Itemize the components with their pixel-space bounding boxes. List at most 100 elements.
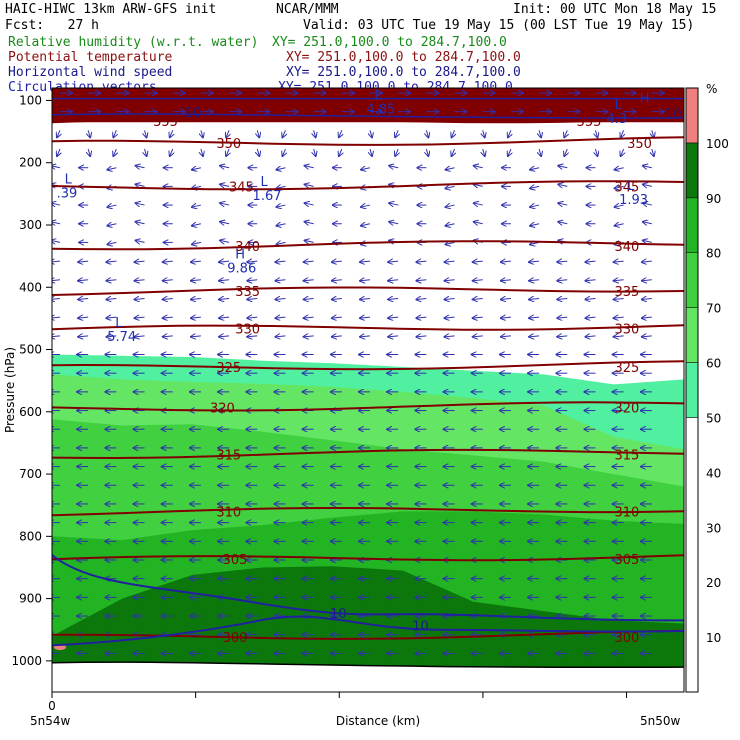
legend-wind-xy: XY= 251.0,100.0 to 284.7,100.0 [286, 65, 521, 80]
y-tick-label: 1000 [11, 654, 42, 668]
circulation-vector [539, 148, 541, 156]
circulation-vector [57, 130, 60, 137]
circulation-vector [642, 280, 652, 281]
colorbar-band [685, 307, 699, 363]
circulation-vector [529, 261, 540, 262]
theta-label-300: 300 [614, 631, 639, 646]
colorbar-tick-label: 40 [706, 466, 721, 480]
circulation-vector [163, 261, 173, 262]
colorbar-tick-label: 20 [706, 576, 721, 590]
extremum-value: 4.3 [606, 112, 627, 127]
circulation-vector [275, 298, 286, 299]
circulation-vector [529, 298, 540, 299]
circulation-vector [416, 280, 427, 281]
circulation-vector [614, 336, 624, 337]
circulation-vector [106, 280, 117, 281]
theta-line-325 [52, 360, 684, 371]
theta-label-315: 315 [216, 448, 241, 463]
circulation-vector [78, 261, 89, 262]
theta-label-340: 340 [614, 240, 639, 255]
circulation-vector [107, 242, 117, 244]
circulation-vector [276, 224, 286, 226]
y-tick-label: 200 [19, 156, 42, 170]
circulation-vector [257, 148, 259, 156]
circulation-vector [388, 298, 399, 299]
circulation-vector [191, 298, 201, 299]
circulation-vector [275, 336, 286, 337]
legend-rh-label: Relative humidity (w.r.t. water) [8, 35, 259, 50]
theta-line-345 [52, 180, 684, 191]
circulation-vector [614, 317, 624, 318]
circulation-vector [107, 168, 117, 170]
circulation-vector [361, 168, 371, 170]
circulation-vector [192, 205, 202, 207]
circulation-vector [191, 336, 201, 337]
circulation-vector [78, 298, 89, 299]
circulation-vector [557, 261, 568, 262]
theta-line-310 [52, 506, 684, 517]
circulation-vector [305, 184, 314, 186]
y-tick-label: 600 [19, 405, 42, 419]
circulation-vector [52, 280, 61, 281]
circulation-vector [305, 203, 314, 205]
circulation-vector [643, 240, 652, 242]
x-axis-label: Distance (km) [336, 714, 420, 728]
circulation-vector [304, 336, 314, 337]
circulation-vector [360, 317, 371, 318]
circulation-vector [275, 261, 286, 262]
circulation-vector [78, 317, 89, 318]
circulation-vector [501, 261, 511, 262]
circulation-vector [388, 280, 399, 281]
circulation-vector [247, 336, 258, 337]
circulation-vector [220, 240, 230, 242]
circulation-vector [389, 222, 399, 224]
circulation-vector [642, 317, 652, 318]
colorbar-band [685, 87, 699, 144]
circulation-vector [107, 224, 117, 226]
circulation-vector [135, 336, 145, 337]
circulation-vector [135, 261, 145, 262]
extremum-H: H [640, 92, 650, 107]
y-tick-label: 500 [19, 343, 42, 357]
extremum-H: H [235, 247, 245, 262]
extremum-L: L [614, 98, 622, 113]
circulation-vector [529, 280, 540, 281]
circulation-vector [388, 336, 399, 337]
circulation-vector [426, 130, 428, 137]
circulation-vector [257, 130, 259, 137]
circulation-vector [445, 336, 455, 337]
circulation-vector [52, 298, 61, 299]
circulation-vector [226, 148, 229, 156]
circulation-vector [445, 280, 455, 281]
theta-label-305: 305 [614, 553, 639, 568]
circulation-vector [483, 148, 485, 156]
theta-label-340: 340 [235, 240, 260, 255]
circulation-vector [145, 130, 147, 137]
circulation-vector [113, 130, 116, 137]
extremum-L: L [115, 316, 123, 331]
circulation-vector [389, 166, 399, 168]
circulation-vector [276, 168, 286, 170]
circulation-vector [508, 130, 511, 137]
theta-label-330: 330 [235, 323, 260, 338]
circulation-vector [219, 261, 230, 262]
circulation-vector [529, 336, 540, 337]
colorbar-tick-label: 30 [706, 521, 721, 535]
circulation-vector [416, 261, 427, 262]
legend-theta-label: Potential temperature [8, 50, 173, 65]
circulation-vector [595, 148, 597, 156]
theta-line-305 [52, 554, 684, 562]
y-tick-label: 100 [19, 93, 42, 107]
circulation-vector [652, 148, 654, 156]
circulation-vector [614, 261, 624, 262]
circulation-vector [247, 280, 258, 281]
circulation-vector [339, 130, 342, 137]
theta-label-300: 300 [223, 631, 248, 646]
circulation-vector [395, 130, 398, 137]
x-end-label-right: 5n50w [640, 714, 681, 728]
circulation-vector [595, 130, 597, 137]
circulation-vector [52, 317, 61, 318]
theta-label-320: 320 [210, 402, 235, 417]
circulation-vector [474, 203, 483, 205]
circulation-vector [106, 317, 117, 318]
